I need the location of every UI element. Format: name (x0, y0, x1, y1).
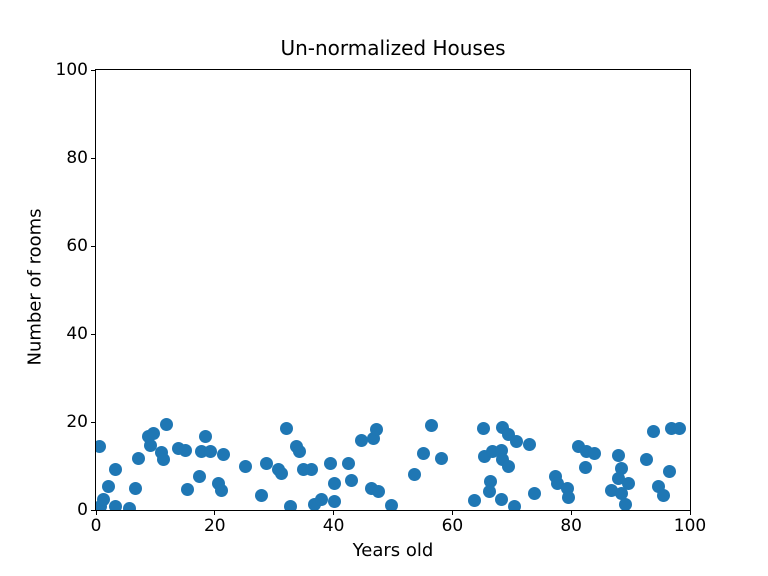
x-tick-mark (689, 511, 691, 515)
scatter-point (275, 466, 289, 480)
scatter-point (618, 498, 632, 510)
x-tick-label: 40 (322, 516, 345, 536)
scatter-point (323, 456, 337, 470)
scatter-point (468, 494, 482, 508)
x-tick-label: 60 (441, 516, 464, 536)
scatter-point (180, 483, 194, 497)
scatter-point (128, 481, 142, 495)
scatter-point (198, 430, 212, 444)
scatter-point (293, 444, 307, 458)
x-tick-mark (214, 511, 216, 515)
scatter-point (551, 476, 565, 490)
scatter-point (315, 493, 329, 507)
scatter-point (611, 448, 625, 462)
y-tick-label: 60 (66, 236, 88, 256)
scatter-point (216, 447, 230, 461)
y-tick-label: 0 (77, 500, 88, 520)
scatter-point (578, 460, 592, 474)
scatter-point (344, 473, 358, 487)
x-tick-label: 0 (90, 516, 102, 536)
scatter-point (341, 456, 355, 470)
scatter-point (328, 476, 342, 490)
scatter-point (561, 490, 575, 504)
scatter-point (646, 425, 660, 439)
scatter-point (179, 443, 193, 457)
scatter-point (523, 438, 537, 452)
chart-title: Un-normalized Houses (280, 36, 506, 60)
scatter-point (663, 465, 677, 479)
scatter-point (385, 499, 399, 510)
scatter-point (605, 483, 619, 497)
scatter-point (215, 484, 229, 498)
scatter-point (203, 444, 217, 458)
y-tick-label: 80 (66, 148, 88, 168)
scatter-point (640, 453, 654, 467)
scatter-point (156, 453, 170, 467)
scatter-point (259, 456, 273, 470)
scatter-point (101, 480, 115, 494)
scatter-point (621, 476, 635, 490)
scatter-point (673, 421, 687, 435)
scatter-point (611, 471, 625, 485)
scatter-point (615, 461, 629, 475)
scatter-point (483, 485, 497, 499)
scatter-point (615, 486, 629, 500)
y-tick-mark (91, 421, 95, 423)
scatter-point (508, 499, 522, 510)
scatter-point (143, 439, 157, 453)
scatter-point (123, 501, 137, 510)
scatter-point (328, 495, 342, 509)
scatter-point (528, 486, 542, 500)
y-tick-mark (91, 333, 95, 335)
scatter-point (369, 423, 383, 437)
y-tick-mark (91, 157, 95, 159)
scatter-point (510, 435, 524, 449)
x-tick-label: 100 (673, 516, 707, 536)
scatter-point (146, 426, 160, 440)
scatter-point (159, 418, 173, 432)
scatter-point (435, 452, 449, 466)
scatter-point (588, 446, 602, 460)
y-tick-mark (91, 245, 95, 247)
x-tick-label: 80 (560, 516, 583, 536)
scatter-point (96, 439, 107, 453)
scatter-point (371, 485, 385, 499)
scatter-point (476, 421, 490, 435)
scatter-point (96, 493, 110, 507)
scatter-point (656, 488, 670, 502)
scatter-point (425, 418, 439, 432)
scatter-point (108, 499, 122, 510)
y-tick-mark (91, 509, 95, 511)
plot-area (95, 69, 691, 511)
scatter-point (355, 433, 369, 447)
scatter-point (255, 488, 269, 502)
scatter-point (283, 500, 297, 510)
scatter-point (238, 460, 252, 474)
scatter-point (193, 469, 207, 483)
x-tick-mark (570, 511, 572, 515)
scatter-point (108, 463, 122, 477)
x-tick-mark (451, 511, 453, 515)
x-tick-mark (333, 511, 335, 515)
scatter-point (416, 446, 430, 460)
scatter-point (408, 468, 422, 482)
x-tick-label: 20 (203, 516, 226, 536)
scatter-point (501, 460, 515, 474)
x-axis-label: Years old (352, 540, 434, 561)
scatter-point (280, 421, 294, 435)
y-tick-label: 20 (66, 412, 88, 432)
y-tick-mark (91, 69, 95, 71)
y-tick-label: 40 (66, 324, 88, 344)
scatter-point (305, 463, 319, 477)
scatter-point (131, 451, 145, 465)
scatter-point (495, 493, 509, 507)
y-tick-label: 100 (55, 60, 88, 80)
x-tick-mark (95, 511, 97, 515)
